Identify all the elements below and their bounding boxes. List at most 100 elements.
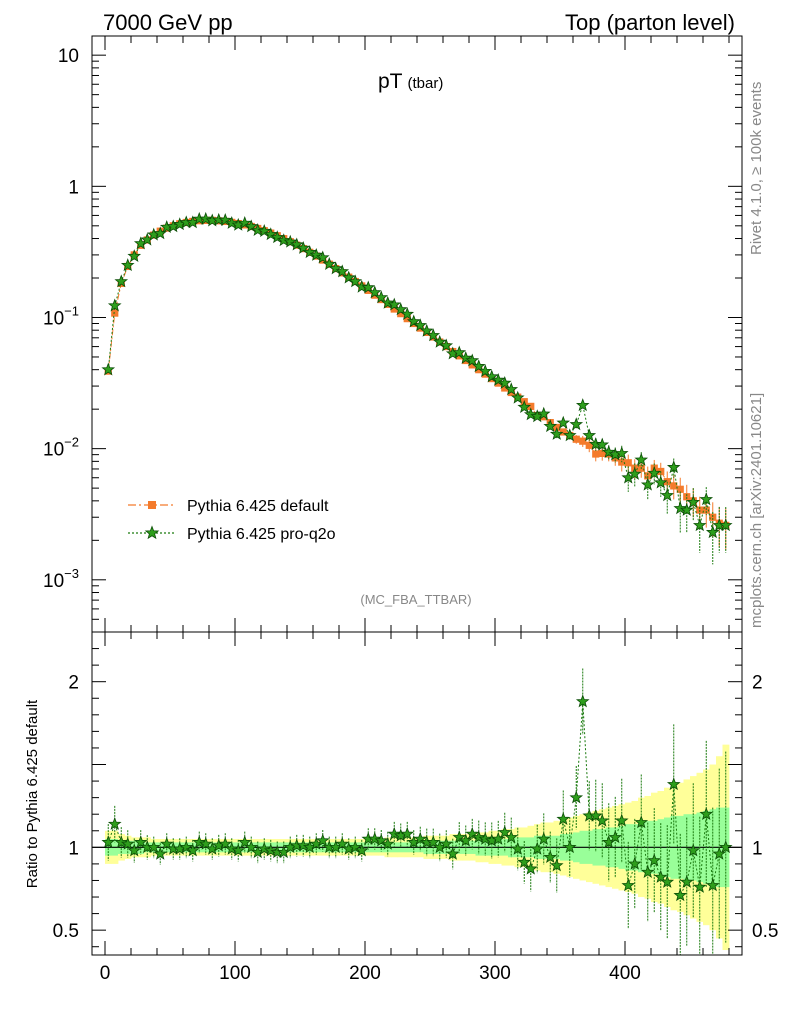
pro-q2o-point [595, 437, 610, 451]
pro-q2o-point [380, 295, 395, 309]
xtick-label: 0 [100, 963, 111, 984]
ratio-point [452, 830, 467, 844]
ratio-point [634, 815, 649, 829]
ratio-point [413, 831, 428, 845]
ratio-point [114, 835, 129, 849]
pro-q2o-point [101, 362, 116, 376]
xtick-label: 300 [479, 963, 511, 984]
pro-q2o-point [465, 353, 480, 367]
pro-q2o-point [432, 334, 447, 348]
ratio-series-pro-q2o [101, 668, 733, 955]
legend: Pythia 6.425 default Pythia 6.425 pro-q2… [128, 498, 336, 543]
ratio-point [367, 831, 382, 845]
pro-q2o-point [224, 215, 239, 229]
xtick-label: 100 [219, 963, 251, 984]
header-right: Top (parton level) [565, 10, 735, 35]
pro-q2o-point [647, 466, 662, 479]
plot-title-sub: (tbar) [408, 75, 444, 92]
default-point [676, 485, 684, 493]
default-point [527, 402, 535, 410]
mcplots-label: mcplots.cern.ch [arXiv:2401.10621] [748, 393, 765, 628]
pro-q2o-point [107, 298, 122, 312]
pro-q2o-point [114, 274, 129, 288]
legend-entry-default: Pythia 6.425 default [128, 498, 329, 515]
ratio-point [354, 843, 369, 857]
series-pro-q2o [101, 211, 733, 565]
ratio-point [569, 790, 584, 804]
legend-label-pro-q2o: Pythia 6.425 pro-q2o [187, 526, 336, 543]
header-left: 7000 GeV pp [103, 10, 233, 35]
analysis-label: (MC_FBA_TTBAR) [360, 592, 471, 607]
ratio-axes: 0.5 0.5 1 1 2 2 0 100 200 300 400 [53, 631, 778, 984]
ratio-point [153, 846, 168, 860]
pro-q2o-point [517, 400, 532, 413]
pro-q2o-point [601, 445, 616, 458]
ratio-frame [91, 631, 743, 956]
ratio-point [263, 843, 278, 857]
pro-q2o-point [718, 518, 733, 532]
main-ytick-label: 10−2 [43, 435, 79, 461]
ratio-point [530, 841, 545, 855]
ratio-point [699, 807, 714, 820]
pro-q2o-point [315, 250, 330, 264]
default-point [468, 361, 476, 369]
pro-q2o-point [335, 264, 350, 278]
ratio-point [686, 843, 701, 857]
pro-q2o-point [406, 314, 421, 328]
ratio-point [497, 825, 512, 839]
ratio-point [556, 812, 571, 825]
pro-q2o-point [640, 477, 655, 491]
pro-q2o-point [439, 338, 454, 352]
default-point [397, 310, 405, 318]
pro-q2o-point [348, 274, 363, 288]
pro-q2o-point [569, 417, 584, 431]
legend-entry-pro-q2o: Pythia 6.425 pro-q2o [128, 525, 336, 543]
ratio-point [192, 835, 207, 849]
plot-title-main: pT [378, 70, 403, 93]
ratio-point [614, 813, 629, 827]
pro-q2o-point [270, 230, 285, 244]
pro-q2o-point [361, 280, 376, 294]
ratio-point [244, 840, 259, 854]
pro-q2o-point [452, 345, 467, 359]
xtick-label: 400 [609, 963, 641, 984]
pro-q2o-point [504, 382, 519, 396]
pro-q2o-point [699, 492, 714, 506]
pro-q2o-point [497, 375, 512, 389]
ratio-ytick-label-right: 1 [752, 838, 763, 859]
default-point [585, 441, 593, 449]
ratio-point [146, 840, 161, 854]
ratio-point [491, 831, 506, 845]
ratio-ytick-label-right: 2 [752, 673, 763, 694]
ratio-point [705, 878, 720, 892]
main-ytick-label: 10 [58, 46, 79, 67]
pro-q2o-point [478, 364, 493, 378]
default-point [475, 366, 483, 374]
pro-q2o-point [341, 270, 356, 284]
pro-q2o-point [354, 279, 369, 293]
ratio-point [439, 836, 454, 850]
pro-q2o-point [556, 415, 571, 429]
pro-q2o-point [426, 328, 441, 342]
default-point [709, 513, 717, 521]
pro-q2o-point [302, 245, 317, 259]
ratio-point [296, 838, 311, 852]
ratio-point [159, 836, 174, 850]
pro-q2o-point [484, 369, 499, 383]
pro-q2o-point [692, 518, 707, 532]
pro-q2o-point [471, 359, 486, 373]
pro-q2o-point [374, 290, 389, 304]
legend-marker-pro-q2o [144, 525, 160, 540]
default-point [455, 352, 463, 360]
pro-q2o-point [289, 237, 304, 251]
pro-q2o-point [309, 247, 324, 261]
default-point [598, 449, 606, 457]
ratio-point [380, 836, 395, 850]
pro-q2o-point [510, 390, 525, 404]
default-point [579, 437, 587, 445]
pro-q2o-point [491, 372, 506, 386]
ratio-point [231, 843, 246, 857]
ratio-point [198, 836, 213, 850]
ratio-point [621, 878, 636, 892]
legend-label-default: Pythia 6.425 default [187, 498, 329, 515]
